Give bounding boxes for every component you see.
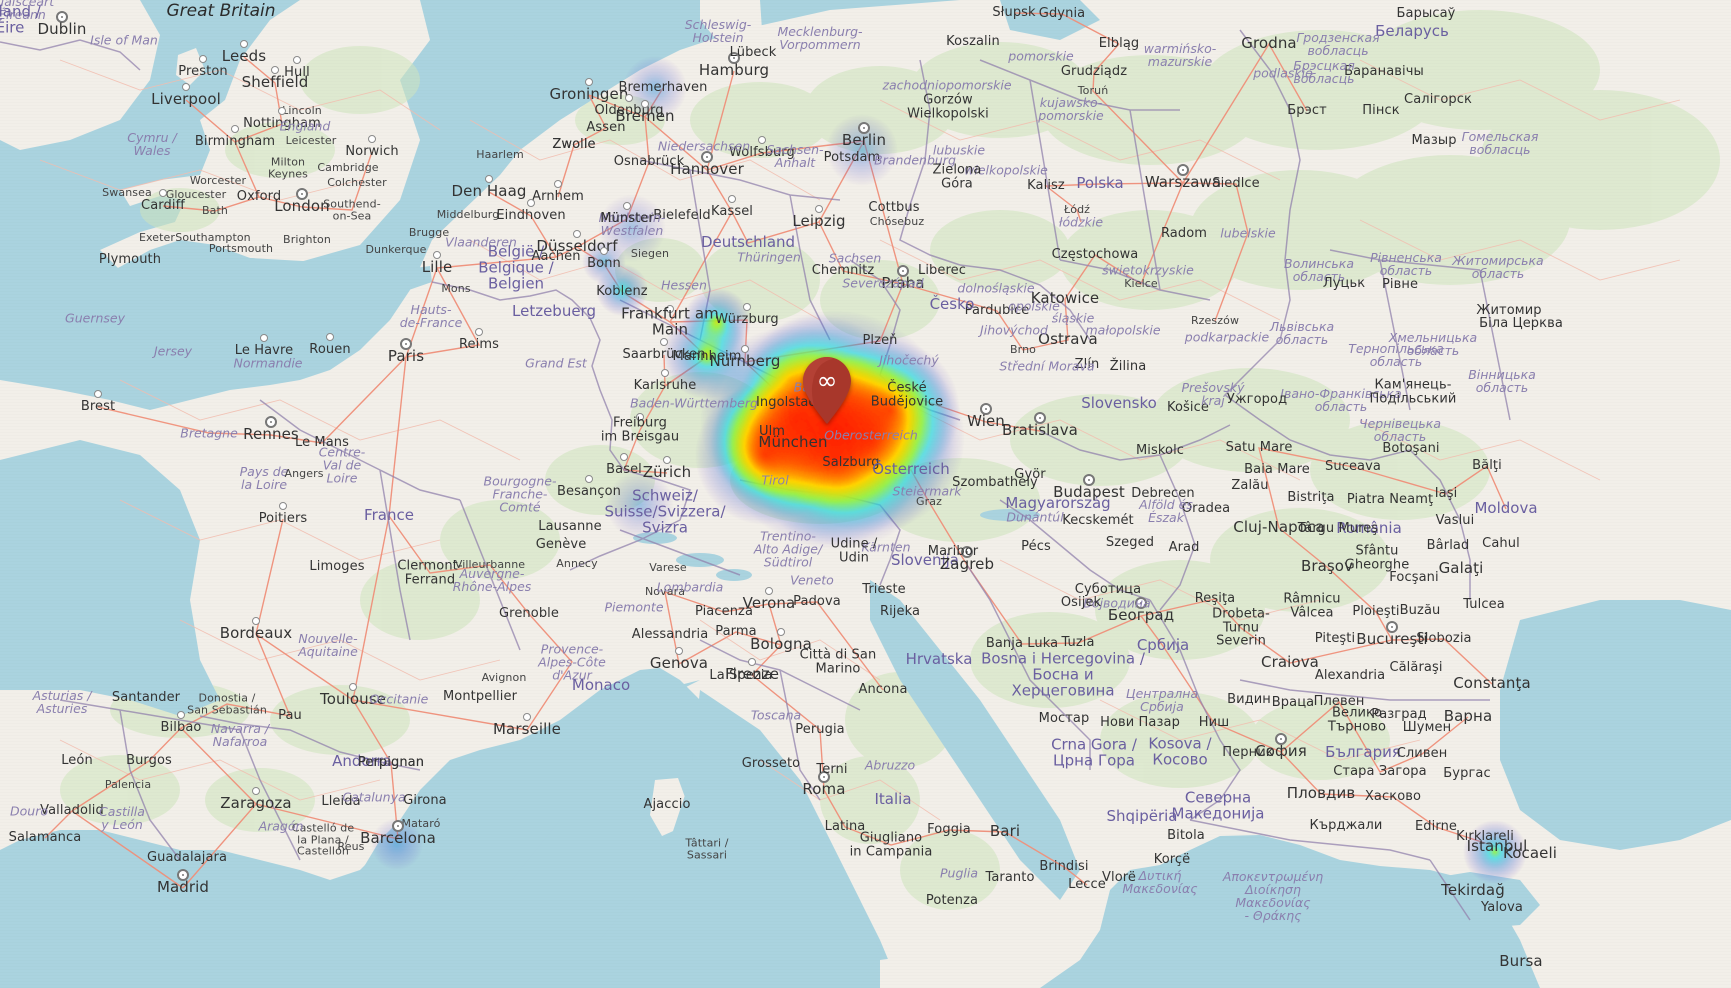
marker-infinity-glyph: ∞ (817, 366, 838, 395)
map-marker-infinity[interactable]: ∞ (800, 355, 854, 425)
marker-pin-icon: ∞ (803, 357, 851, 424)
